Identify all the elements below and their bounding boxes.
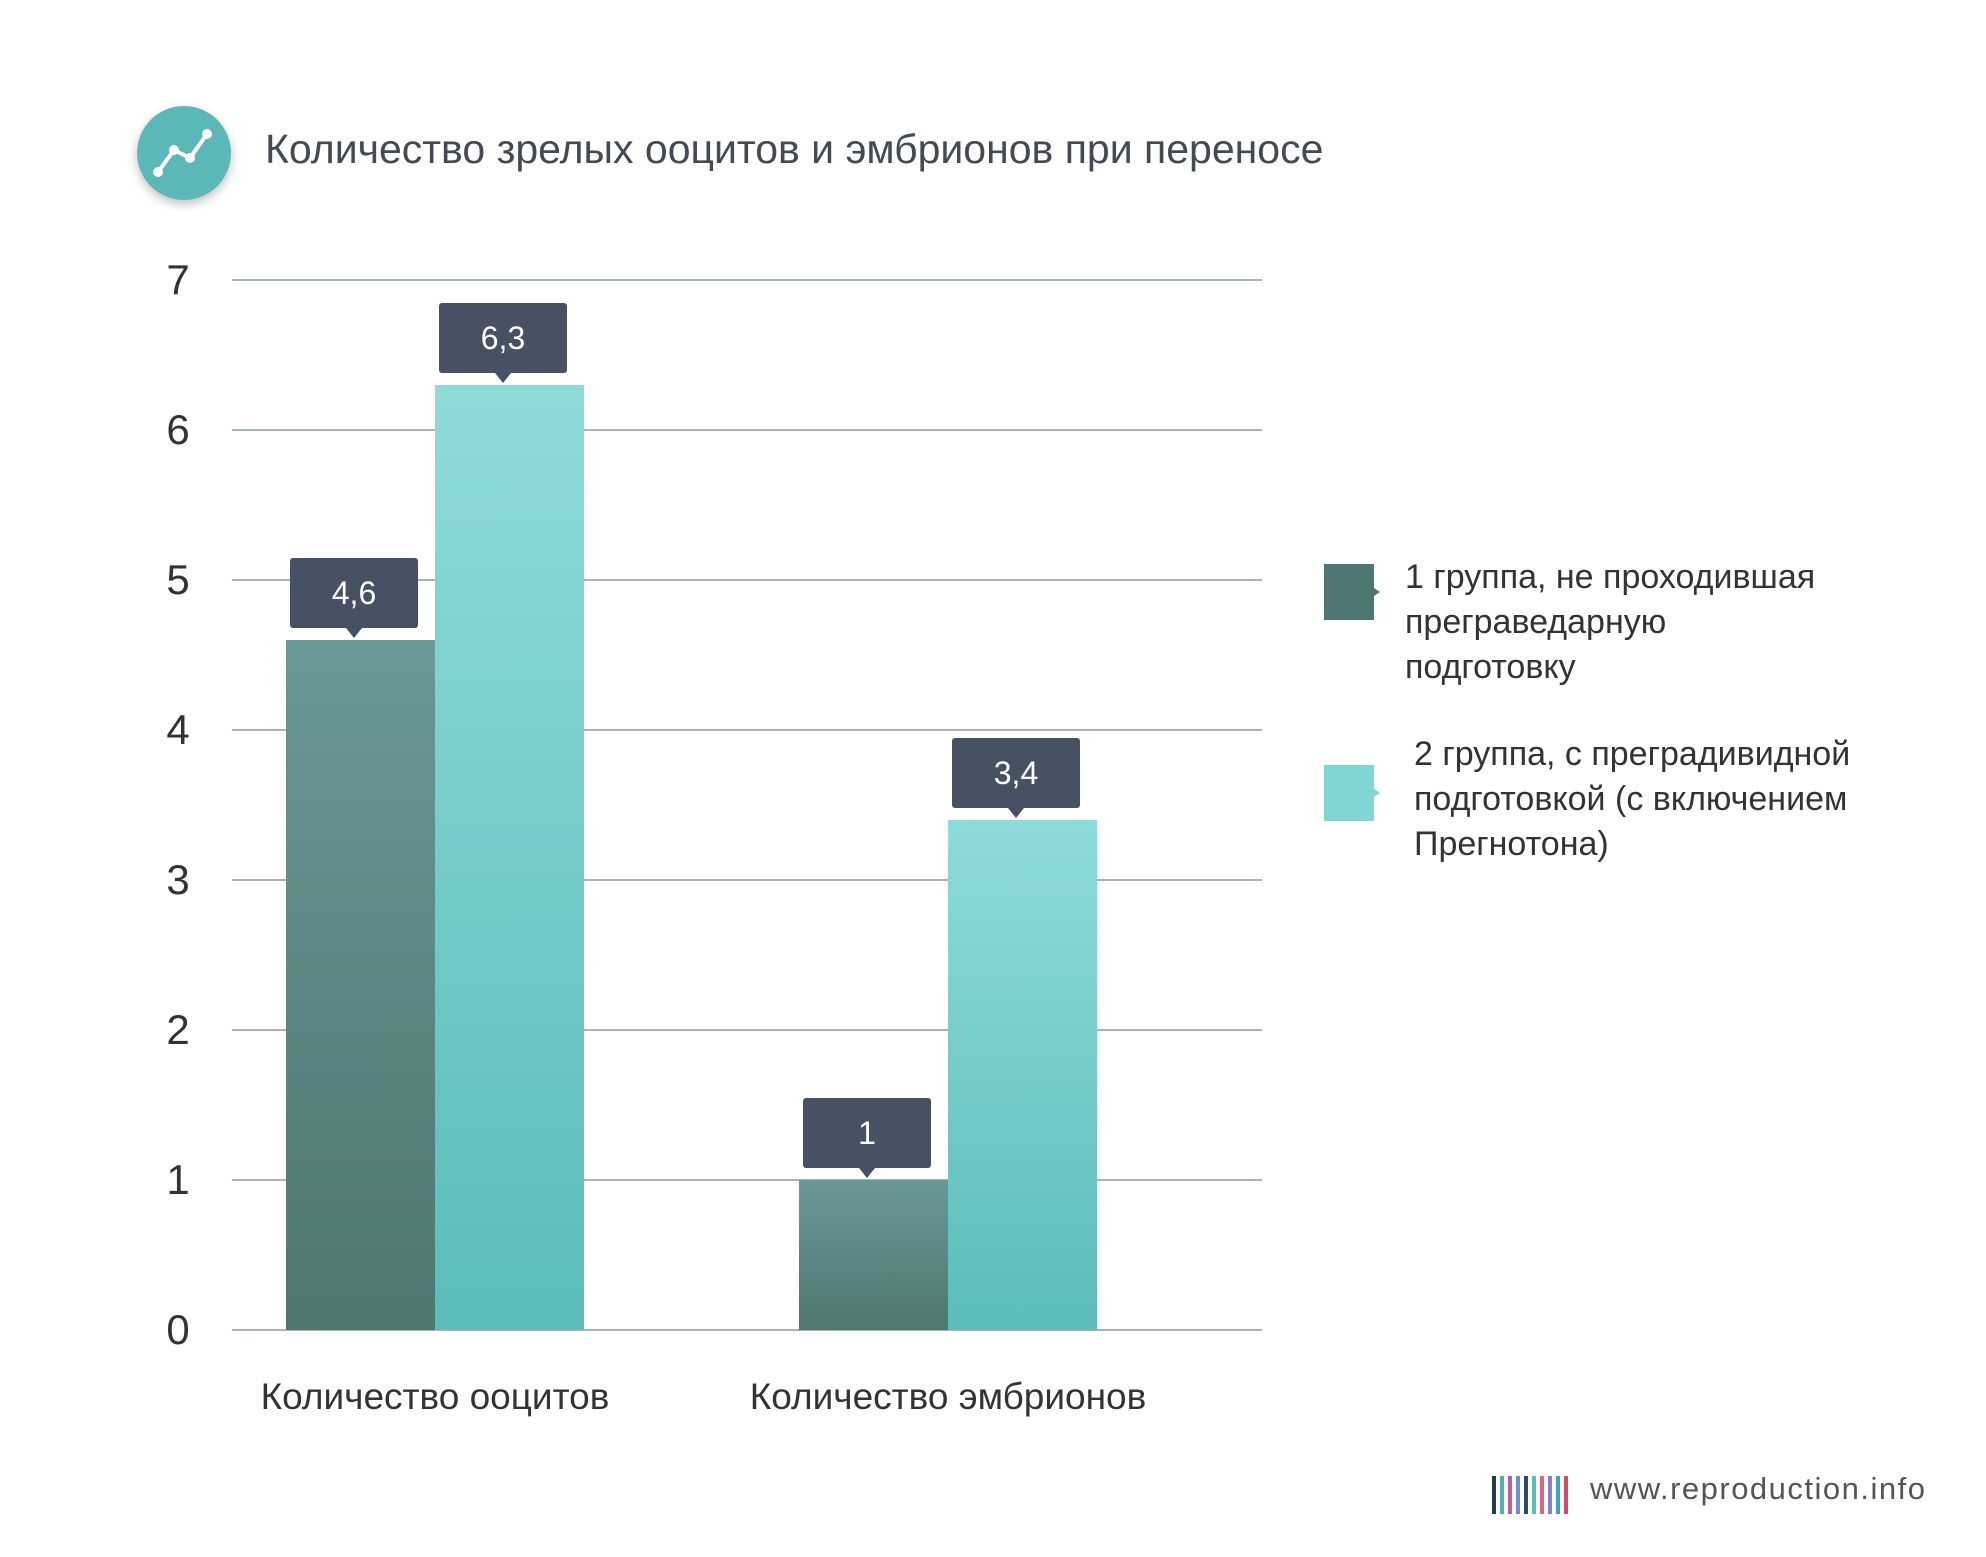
svg-text:3,4: 3,4: [994, 755, 1038, 791]
svg-text:6,3: 6,3: [481, 320, 525, 356]
y-axis: 0 1 2 3 4 5 6 7: [166, 256, 189, 1353]
bar: [286, 640, 435, 1330]
legend-item: 2 группа, с преградивидной подготовкой (…: [1324, 735, 1860, 863]
data-label: 3,4: [952, 738, 1080, 818]
data-labels: 4,6 6,3 1 3,4: [290, 303, 1080, 1178]
chart-title: Количество зрелых ооцитов и эмбрионов пр…: [265, 126, 1323, 172]
x-axis: Количество ооцитов Количество эмбрионов: [261, 1376, 1147, 1417]
footer-site-url[interactable]: www.reproduction.info: [1589, 1471, 1927, 1506]
bars: [286, 385, 1097, 1330]
y-tick-label: 3: [166, 856, 189, 903]
legend-label: 1 группа, не проходившая преграведарную …: [1405, 558, 1825, 686]
legend-label: 2 группа, с преградивидной подготовкой (…: [1414, 735, 1860, 863]
y-tick-label: 0: [166, 1306, 189, 1353]
x-category-label: Количество ооцитов: [261, 1376, 610, 1417]
bar: [799, 1180, 948, 1330]
data-label: 1: [803, 1098, 931, 1178]
y-tick-label: 2: [166, 1006, 189, 1053]
legend: 1 группа, не проходившая преграведарную …: [1324, 558, 1860, 863]
x-category-label: Количество эмбрионов: [750, 1376, 1147, 1417]
barcode-logo-icon: [1492, 1476, 1568, 1514]
trend-line-icon: [137, 106, 231, 200]
data-label: 6,3: [439, 303, 567, 383]
y-tick-label: 7: [166, 256, 189, 303]
data-label: 4,6: [290, 558, 418, 638]
y-tick-label: 4: [166, 706, 189, 753]
y-tick-label: 6: [166, 406, 189, 453]
y-tick-label: 5: [166, 556, 189, 603]
bar: [435, 385, 584, 1330]
svg-text:4,6: 4,6: [332, 575, 376, 611]
legend-item: 1 группа, не проходившая преграведарную …: [1324, 558, 1825, 686]
legend-swatch-series-2: [1324, 765, 1374, 821]
y-tick-label: 1: [166, 1156, 189, 1203]
bar: [948, 820, 1097, 1330]
legend-swatch-series-1: [1324, 564, 1374, 620]
svg-text:1: 1: [858, 1115, 876, 1151]
